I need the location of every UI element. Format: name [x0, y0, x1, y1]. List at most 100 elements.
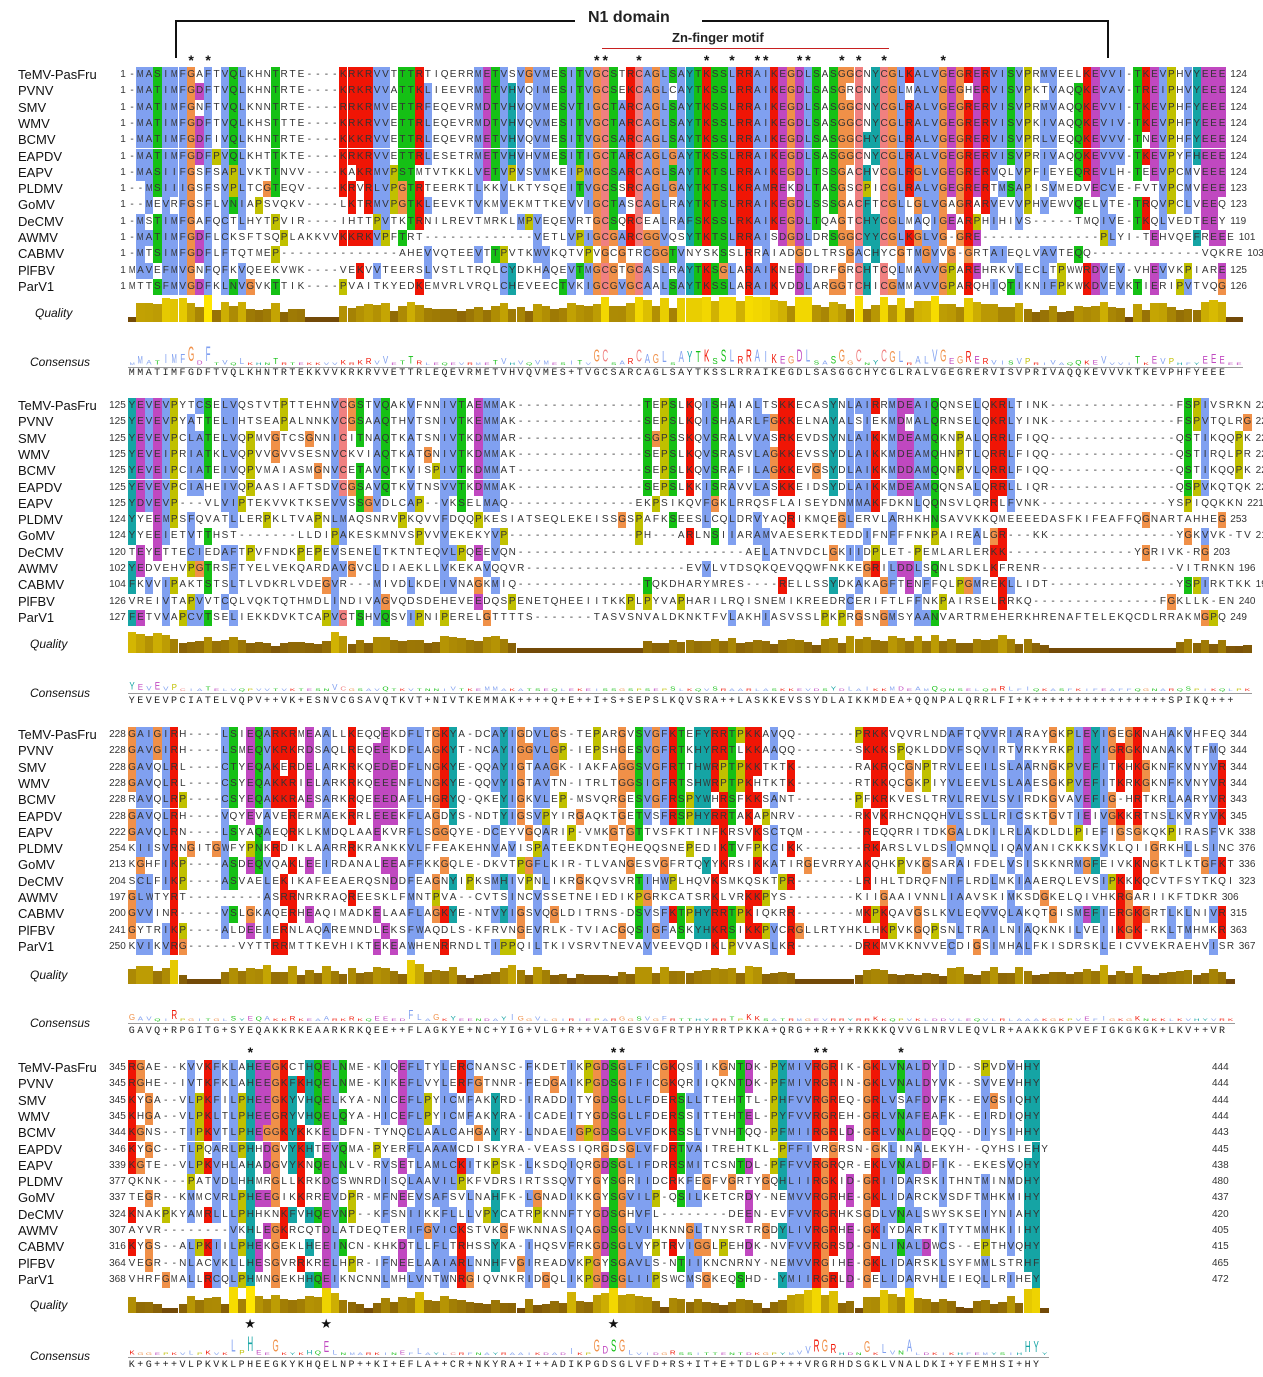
residue: D [1184, 214, 1192, 230]
residue: D [483, 594, 491, 610]
residue: G [1167, 594, 1175, 610]
residue: T [1015, 398, 1023, 414]
residue: P [1167, 100, 1175, 116]
residue: T [677, 776, 685, 792]
residue: M [128, 263, 136, 279]
residue: E [153, 528, 161, 544]
residue: Y [449, 776, 457, 792]
residue: T [508, 610, 516, 626]
residue: G [939, 279, 947, 295]
consensus-logo-letter: K [246, 362, 254, 367]
residue: I [1201, 398, 1209, 414]
residue: M [255, 431, 263, 447]
residue: - [1083, 594, 1091, 610]
residue: R [331, 792, 339, 808]
residue: G [1201, 610, 1209, 626]
sequence-name: GoMV [18, 528, 55, 544]
residue: - [449, 230, 457, 246]
residue: D [1032, 792, 1040, 808]
residue: V [584, 83, 592, 99]
residue: I [998, 83, 1006, 99]
residue: - [1057, 463, 1065, 479]
quality-bar [922, 301, 930, 322]
residue: L [947, 577, 955, 593]
residue: G [905, 776, 913, 792]
residue: Y [500, 743, 508, 759]
residue: E [1150, 132, 1158, 148]
residue: - [567, 431, 575, 447]
residue: - [576, 496, 584, 512]
quality-bar [1201, 640, 1209, 653]
residue: Y [863, 230, 871, 246]
residue: - [829, 760, 837, 776]
residue: - [601, 545, 609, 561]
residue: N [787, 545, 795, 561]
residue: F [1116, 512, 1124, 528]
residue: - [618, 561, 626, 577]
residue: Q [229, 594, 237, 610]
residue: - [1159, 480, 1167, 496]
residue: V [753, 431, 761, 447]
consensus-logo-letter: R [364, 356, 372, 366]
residue: L [922, 792, 930, 808]
residue: - [762, 577, 770, 593]
residue: I [162, 246, 170, 262]
residue: Q [381, 447, 389, 463]
residue: A [500, 431, 508, 447]
residue: R [364, 100, 372, 116]
residue: A [145, 132, 153, 148]
residue: - [1057, 528, 1065, 544]
residue: - [542, 496, 550, 512]
quality-bar [229, 306, 237, 322]
residue: T [905, 246, 913, 262]
residue: R [719, 743, 727, 759]
residue: I [212, 132, 220, 148]
residue: L [238, 512, 246, 528]
residue: V [440, 528, 448, 544]
residue: K [1243, 577, 1251, 593]
residue: L [728, 279, 736, 295]
residue: E [1201, 149, 1209, 165]
sequence-name: BCMV [18, 132, 56, 148]
residue: T [390, 463, 398, 479]
quality-bar [1235, 317, 1243, 322]
residue: Q [998, 165, 1006, 181]
residue: D [931, 743, 939, 759]
residue: A [348, 512, 356, 528]
quality-bar [339, 636, 347, 653]
residue: I [162, 181, 170, 197]
consensus-label: Consensus [30, 355, 90, 369]
residue: L [728, 610, 736, 626]
residue: H [694, 760, 702, 776]
residue: - [466, 776, 474, 792]
residue: R [491, 214, 499, 230]
residue: G [947, 246, 955, 262]
residue: Y [686, 83, 694, 99]
residue: V [500, 197, 508, 213]
residue: E [973, 792, 981, 808]
residue: N [922, 594, 930, 610]
residue: T [576, 181, 584, 197]
residue: I [863, 528, 871, 544]
residue: V [128, 594, 136, 610]
residue: - [288, 528, 296, 544]
residue: C [880, 132, 888, 148]
residue: S [669, 414, 677, 430]
residue: R [905, 116, 913, 132]
residue: S [153, 246, 161, 262]
residue: P [170, 512, 178, 528]
residue: G [593, 181, 601, 197]
residue: A [643, 197, 651, 213]
residue: C [601, 116, 609, 132]
residue: A [914, 398, 922, 414]
residue: H [1159, 230, 1167, 246]
residue: - [517, 414, 525, 430]
sequence-end-number: 227 [1256, 480, 1263, 496]
residue: - [1116, 431, 1124, 447]
residue: G [1108, 727, 1116, 743]
residue: R [964, 197, 972, 213]
residue: N [880, 528, 888, 544]
residue: K [888, 792, 896, 808]
residue: T [812, 181, 820, 197]
residue: Q [381, 431, 389, 447]
